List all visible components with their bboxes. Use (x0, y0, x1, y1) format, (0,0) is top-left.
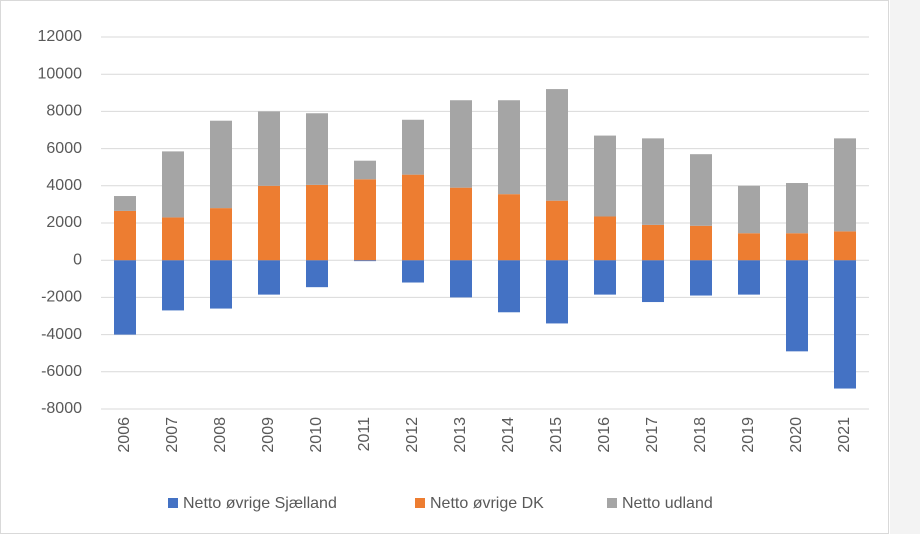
bar-segment (258, 185, 280, 261)
bar-segment (786, 183, 808, 234)
legend-swatch (168, 498, 178, 508)
bar-segment (354, 179, 376, 261)
bar-segment (690, 154, 712, 226)
bar-segment (594, 135, 616, 217)
bar-segment (738, 233, 760, 261)
bar-segment (114, 210, 136, 261)
bar-segment (594, 260, 616, 295)
bar-segment (498, 194, 520, 261)
bar-segment (450, 260, 472, 298)
bar-segment (594, 216, 616, 261)
bar-segment (402, 174, 424, 261)
bar-segment (738, 185, 760, 234)
y-tick-label: 4000 (46, 177, 82, 194)
bar-segment (402, 260, 424, 283)
x-tick-label: 2021 (836, 417, 853, 453)
y-tick-label: 2000 (46, 214, 82, 231)
legend-label: Netto øvrige DK (430, 495, 544, 512)
bar-segment (642, 138, 664, 225)
bar-segment (114, 196, 136, 211)
legend-swatch (415, 498, 425, 508)
bar-segment (258, 260, 280, 295)
bar-segment (786, 233, 808, 261)
x-tick-label: 2009 (260, 417, 277, 453)
bar-segment (210, 260, 232, 309)
bar-segment (162, 151, 184, 218)
x-tick-label: 2018 (692, 417, 709, 453)
bar-segment (546, 200, 568, 261)
x-tick-label: 2015 (548, 417, 565, 453)
x-tick-label: 2016 (596, 417, 613, 453)
y-tick-label: 0 (73, 251, 82, 268)
legend-label: Netto udland (622, 495, 713, 512)
x-tick-label: 2012 (404, 417, 421, 453)
y-tick-label: -8000 (41, 400, 82, 417)
bar-segment (642, 224, 664, 261)
bar-segment (498, 260, 520, 313)
y-tick-label: 6000 (46, 140, 82, 157)
bar-segment (450, 187, 472, 261)
bar-segment (834, 231, 856, 261)
x-tick-label: 2008 (212, 417, 229, 453)
y-tick-label: 12000 (38, 28, 83, 45)
x-tick-label: 2017 (644, 417, 661, 453)
bar-segment (690, 225, 712, 261)
bar-segment (690, 260, 712, 296)
bar-segment (450, 100, 472, 188)
y-tick-label: -6000 (41, 363, 82, 380)
x-tick-label: 2006 (116, 417, 133, 453)
legend-label: Netto øvrige Sjælland (183, 495, 337, 512)
bar-segment (162, 260, 184, 311)
x-tick-label: 2007 (164, 417, 181, 453)
bar-segment (306, 184, 328, 261)
bar-segment (402, 119, 424, 175)
bar-segment (210, 120, 232, 209)
bar-segment (354, 260, 376, 262)
bar-segment (354, 160, 376, 180)
side-panel (890, 0, 920, 534)
legend-swatch (607, 498, 617, 508)
x-tick-label: 2011 (356, 417, 373, 452)
y-tick-label: -2000 (41, 289, 82, 306)
x-tick-label: 2019 (740, 417, 757, 453)
bar-segment (546, 260, 568, 324)
bar-segment (258, 111, 280, 186)
bar-segment (162, 217, 184, 261)
bar-segment (738, 260, 760, 295)
bar-segment (546, 89, 568, 201)
bar-segment (498, 100, 520, 195)
x-tick-label: 2020 (788, 417, 805, 453)
y-tick-label: 10000 (38, 65, 83, 82)
bar-segment (834, 138, 856, 232)
bar-segment (306, 113, 328, 185)
y-tick-label: 8000 (46, 103, 82, 120)
x-tick-label: 2010 (308, 417, 325, 453)
bar-segment (114, 260, 136, 335)
x-tick-label: 2014 (500, 417, 517, 453)
bar-segment (306, 260, 328, 288)
x-tick-label: 2013 (452, 417, 469, 453)
bar-segment (834, 260, 856, 389)
bar-segment (642, 260, 664, 303)
bar-segment (786, 260, 808, 352)
bar-segment (210, 208, 232, 261)
y-tick-label: -4000 (41, 326, 82, 343)
